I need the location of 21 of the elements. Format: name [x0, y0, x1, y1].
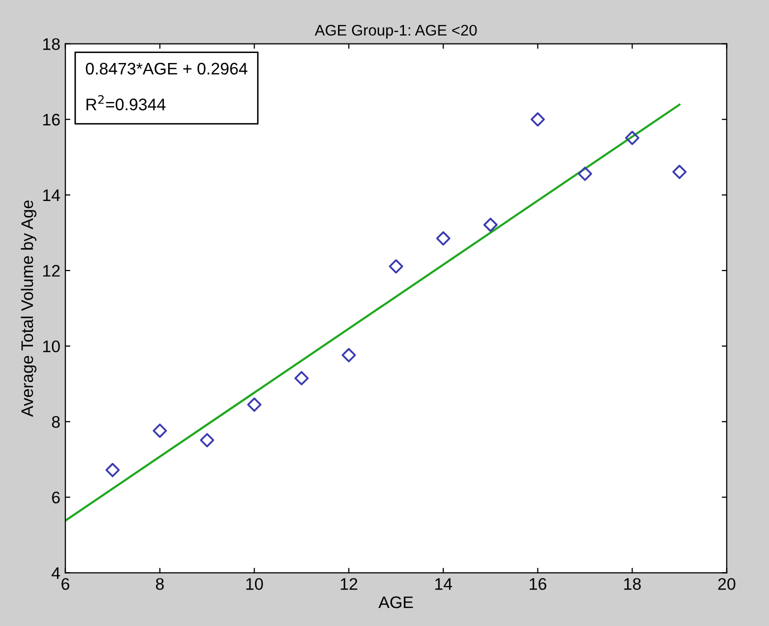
- x-tick-label: 20: [718, 578, 736, 590]
- y-tick-label: 12: [43, 264, 60, 277]
- y-tick-label: 6: [52, 492, 60, 504]
- y-tick-label: 8: [52, 416, 60, 428]
- x-tick-label: 16: [530, 578, 546, 590]
- x-tick-label: 6: [62, 578, 70, 590]
- y-tick-label: 4: [52, 567, 60, 579]
- chart-title: AGE Group-1: AGE <20: [314, 24, 477, 39]
- annotation: 0.8473*AGE + 0.2964: [86, 62, 248, 75]
- y-tick-label: 16: [43, 114, 60, 126]
- x-tick-label: 8: [156, 578, 164, 590]
- x-tick-label: 12: [340, 578, 358, 590]
- y-tick-label: 10: [43, 340, 60, 352]
- x-tick-label: 14: [435, 578, 452, 590]
- annotation: R$^{2}$=0.9344: [86, 95, 166, 110]
- y-tick-label: 14: [43, 190, 60, 201]
- x-tick-label: 10: [246, 578, 263, 590]
- y-tick-label: 18: [43, 38, 60, 50]
- x-axis-title: AGE: [378, 596, 413, 608]
- y-axis-title: Average Total Volume by Age: [20, 200, 36, 417]
- x-tick-label: 18: [624, 578, 641, 590]
